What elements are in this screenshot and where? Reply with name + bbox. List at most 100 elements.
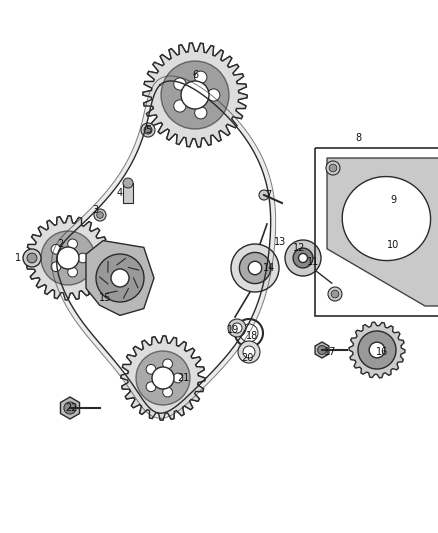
Circle shape xyxy=(41,231,95,285)
Circle shape xyxy=(136,351,190,405)
Circle shape xyxy=(328,287,342,301)
Polygon shape xyxy=(143,43,247,147)
Circle shape xyxy=(163,359,173,369)
Circle shape xyxy=(41,231,95,285)
Circle shape xyxy=(23,249,41,267)
Circle shape xyxy=(94,209,106,221)
Circle shape xyxy=(243,346,255,358)
Text: 21: 21 xyxy=(177,373,189,383)
Circle shape xyxy=(123,178,133,188)
Text: 8: 8 xyxy=(355,133,361,143)
Circle shape xyxy=(194,107,207,119)
Circle shape xyxy=(51,262,61,272)
Text: 20: 20 xyxy=(241,353,253,363)
Circle shape xyxy=(51,245,61,254)
Text: 10: 10 xyxy=(387,240,399,250)
Circle shape xyxy=(293,248,313,268)
Circle shape xyxy=(57,247,79,269)
Text: 12: 12 xyxy=(293,243,305,253)
Circle shape xyxy=(318,345,326,354)
Circle shape xyxy=(78,253,88,263)
Circle shape xyxy=(181,81,209,109)
Circle shape xyxy=(240,253,271,284)
Circle shape xyxy=(174,100,186,112)
Circle shape xyxy=(144,126,152,134)
Polygon shape xyxy=(121,336,205,420)
Circle shape xyxy=(68,239,78,249)
Circle shape xyxy=(161,61,229,129)
Circle shape xyxy=(173,373,183,383)
Text: 16: 16 xyxy=(376,347,388,357)
Circle shape xyxy=(146,365,156,374)
Text: 22: 22 xyxy=(66,403,78,413)
Polygon shape xyxy=(60,397,80,419)
Circle shape xyxy=(111,269,129,287)
Circle shape xyxy=(331,290,339,298)
Polygon shape xyxy=(123,183,133,203)
Polygon shape xyxy=(86,240,154,316)
Circle shape xyxy=(161,61,229,129)
Circle shape xyxy=(96,254,144,302)
Text: 6: 6 xyxy=(192,70,198,80)
Polygon shape xyxy=(52,76,276,418)
Circle shape xyxy=(68,267,78,277)
Text: 2: 2 xyxy=(57,239,63,249)
Circle shape xyxy=(146,382,156,392)
Circle shape xyxy=(152,367,174,389)
Circle shape xyxy=(163,387,173,397)
Polygon shape xyxy=(349,322,405,378)
Circle shape xyxy=(163,359,173,369)
Circle shape xyxy=(208,89,220,101)
Circle shape xyxy=(238,341,260,363)
Circle shape xyxy=(259,190,269,200)
Circle shape xyxy=(248,261,262,274)
Polygon shape xyxy=(327,158,438,306)
Circle shape xyxy=(232,323,242,333)
Circle shape xyxy=(369,342,385,358)
Ellipse shape xyxy=(342,176,431,261)
Text: 7: 7 xyxy=(265,190,271,200)
Circle shape xyxy=(68,267,78,277)
Circle shape xyxy=(174,100,186,112)
Circle shape xyxy=(240,324,258,342)
Circle shape xyxy=(231,244,279,292)
Circle shape xyxy=(27,253,37,263)
Circle shape xyxy=(299,254,307,262)
Text: 4: 4 xyxy=(117,188,123,198)
Polygon shape xyxy=(26,216,110,300)
Text: 14: 14 xyxy=(263,263,275,273)
Circle shape xyxy=(228,319,246,337)
Circle shape xyxy=(181,81,209,109)
Text: 1: 1 xyxy=(15,253,21,263)
Circle shape xyxy=(194,71,207,83)
Circle shape xyxy=(97,212,103,219)
Circle shape xyxy=(208,89,220,101)
Polygon shape xyxy=(121,336,205,420)
Circle shape xyxy=(163,387,173,397)
Text: 5: 5 xyxy=(145,125,151,135)
Text: 11: 11 xyxy=(307,257,319,267)
Text: 18: 18 xyxy=(246,331,258,341)
Text: 9: 9 xyxy=(390,195,396,205)
Text: 19: 19 xyxy=(227,325,239,335)
Circle shape xyxy=(64,402,76,414)
Circle shape xyxy=(51,245,61,254)
Circle shape xyxy=(78,253,88,263)
Circle shape xyxy=(326,161,340,175)
Circle shape xyxy=(146,365,156,374)
Circle shape xyxy=(141,123,155,137)
Circle shape xyxy=(194,71,207,83)
Circle shape xyxy=(194,107,207,119)
Text: 17: 17 xyxy=(324,347,336,357)
Circle shape xyxy=(174,78,186,90)
Circle shape xyxy=(51,262,61,272)
Circle shape xyxy=(358,331,396,369)
Polygon shape xyxy=(315,342,329,358)
Circle shape xyxy=(136,351,190,405)
Circle shape xyxy=(57,247,79,269)
Polygon shape xyxy=(26,216,110,300)
Circle shape xyxy=(152,367,174,389)
Circle shape xyxy=(173,373,183,383)
Circle shape xyxy=(285,240,321,276)
Circle shape xyxy=(146,382,156,392)
